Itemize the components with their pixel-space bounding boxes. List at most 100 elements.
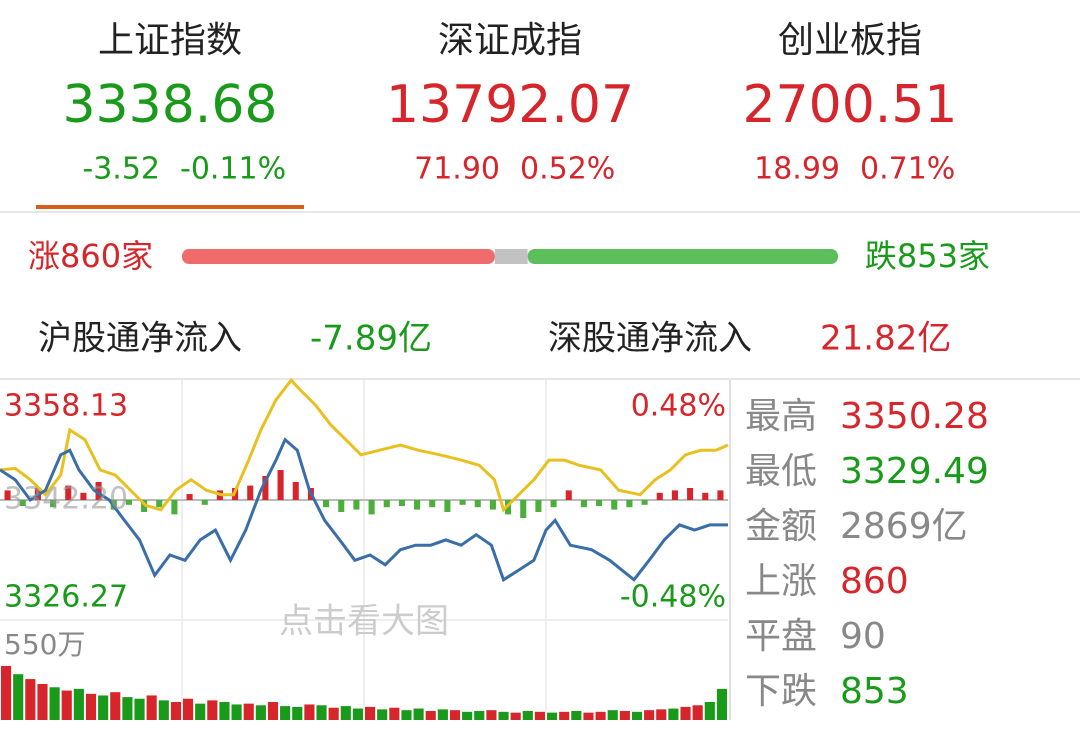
volume-bar xyxy=(280,706,291,720)
diff-bar xyxy=(459,500,466,505)
volume-bar xyxy=(61,690,72,720)
diff-bar xyxy=(186,494,193,500)
volume-bar xyxy=(110,692,121,720)
volume-bar xyxy=(449,710,461,720)
diff-bar xyxy=(702,492,709,500)
diff-bar xyxy=(535,500,542,512)
diff-bar xyxy=(262,476,269,500)
volume-bar xyxy=(486,710,497,720)
volume-bar xyxy=(146,695,157,720)
index-value[interactable]: 2700.51 xyxy=(742,75,957,135)
flow-label: 沪股通净流入 xyxy=(38,319,242,359)
volume-bar xyxy=(619,711,630,720)
volume-bar xyxy=(207,700,218,720)
diff-bar xyxy=(414,500,421,510)
volume-bar xyxy=(195,703,206,720)
volume-bar xyxy=(571,711,582,720)
y-max-label: 3358.13 xyxy=(4,389,128,424)
diff-bar xyxy=(641,500,648,505)
volume-bar xyxy=(704,702,715,720)
diff-bar xyxy=(80,492,87,500)
pct-max-label: 0.48% xyxy=(631,389,726,424)
diff-bar xyxy=(95,482,102,500)
volume-bar xyxy=(365,706,376,720)
flow-label: 深股通净流入 xyxy=(548,319,752,359)
volume-bar xyxy=(462,711,473,720)
volume-bar xyxy=(583,712,594,720)
volume-bar xyxy=(498,711,509,720)
volume-bar xyxy=(328,707,339,720)
volume-bar xyxy=(522,711,533,720)
volume-bar xyxy=(425,711,436,720)
diff-bar xyxy=(338,500,345,512)
diff-bar xyxy=(171,500,178,515)
stat-value: 90 xyxy=(840,616,886,657)
volume-bar xyxy=(231,704,242,720)
diff-bar xyxy=(277,470,284,500)
diff-bar xyxy=(626,500,633,508)
diff-bar xyxy=(671,490,678,500)
volume-bar xyxy=(13,674,24,720)
stat-value: 860 xyxy=(840,561,909,602)
diff-bar xyxy=(383,500,390,508)
index-pct[interactable]: -0.11% xyxy=(180,152,286,187)
diff-bar xyxy=(717,490,724,500)
volume-bar xyxy=(352,708,363,720)
volume-bar xyxy=(474,711,485,720)
volume-bar xyxy=(340,706,351,720)
volume-bar xyxy=(134,698,145,720)
volume-bar xyxy=(389,707,400,720)
diff-bar xyxy=(50,500,57,508)
index-value[interactable]: 3338.68 xyxy=(62,75,277,135)
diff-bar xyxy=(141,500,148,512)
volume-bar xyxy=(668,708,679,720)
volume-bar xyxy=(656,709,667,720)
diff-bar xyxy=(4,490,11,500)
volume-bar xyxy=(243,703,254,720)
index-name[interactable]: 上证指数 xyxy=(98,20,242,61)
diff-bar xyxy=(656,492,663,500)
index-change[interactable]: 71.90 xyxy=(414,152,500,187)
pct-min-label: -0.48% xyxy=(620,580,726,615)
flow-value: -7.89亿 xyxy=(310,319,432,359)
volume-max-label: 550万 xyxy=(4,628,85,661)
diff-bar xyxy=(292,482,299,500)
volume-bar xyxy=(304,704,315,720)
y-mid-label: 3342.20 xyxy=(4,482,128,517)
volume-bar xyxy=(122,697,133,720)
enlarge-hint[interactable]: 点击看大图 xyxy=(279,602,449,642)
diff-bar xyxy=(429,500,436,508)
index-name[interactable]: 深证成指 xyxy=(438,20,582,61)
stat-label: 上涨 xyxy=(745,561,817,602)
index-change[interactable]: -3.52 xyxy=(82,152,160,187)
diff-bar xyxy=(596,500,603,506)
index-pct[interactable]: 0.52% xyxy=(520,152,615,187)
stat-value: 3329.49 xyxy=(840,451,989,492)
index-name[interactable]: 创业板指 xyxy=(778,20,922,61)
diff-bar xyxy=(611,500,618,510)
diff-bar xyxy=(520,500,527,518)
down-count: 跌853家 xyxy=(865,237,990,275)
stat-label: 最低 xyxy=(745,451,817,492)
volume-bar xyxy=(510,712,521,720)
flow-value: 21.82亿 xyxy=(820,319,951,359)
volume-bar xyxy=(559,711,570,720)
stat-value: 2869亿 xyxy=(840,506,968,547)
volume-bar xyxy=(595,711,606,720)
diff-bar xyxy=(580,500,587,508)
volume-bar xyxy=(292,706,303,720)
volume-bar xyxy=(267,702,279,720)
divider xyxy=(0,378,1080,380)
diff-bar xyxy=(474,500,481,508)
average-line xyxy=(0,377,729,513)
diff-bar xyxy=(19,500,26,506)
diff-bar xyxy=(247,485,254,500)
up-count: 涨860家 xyxy=(28,237,153,275)
index-value[interactable]: 13792.07 xyxy=(386,75,634,135)
index-pct[interactable]: 0.71% xyxy=(860,152,955,187)
stat-label: 金额 xyxy=(745,506,817,547)
price-line xyxy=(0,437,728,583)
index-change[interactable]: 18.99 xyxy=(754,152,840,187)
selected-underline xyxy=(36,205,304,209)
